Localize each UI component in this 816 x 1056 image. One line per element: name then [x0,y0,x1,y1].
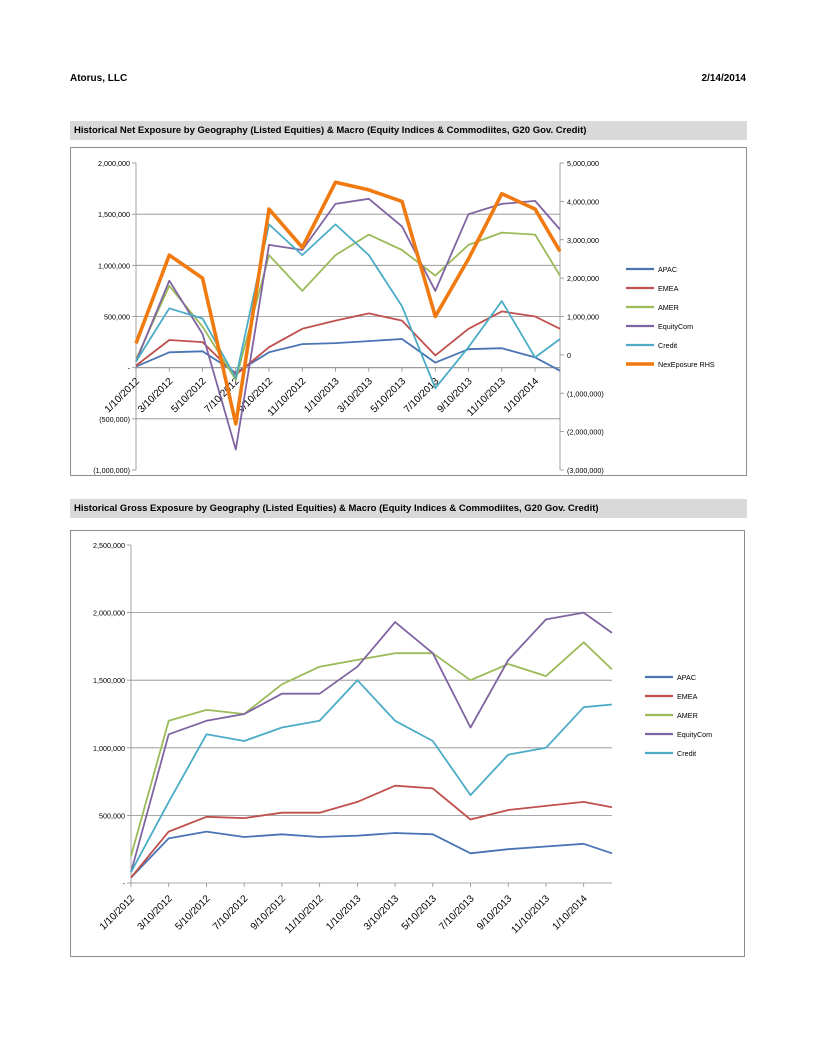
y2-tick-label: (1,000,000) [567,389,604,398]
report-header-date: 2/14/2014 [701,73,747,84]
y-tick-label: (1,000,000) [93,466,130,475]
x-tick-label: 1/10/2012 [103,376,143,416]
series-line-apac [130,830,613,879]
x-tick-label: 5/10/2012 [173,893,213,933]
x-tick-label: 3/10/2012 [136,376,176,416]
legend-label: AMER [658,303,679,312]
legend-label: AMER [677,711,698,720]
y-tick-label: 500,000 [104,313,130,322]
series-line-equitycom [130,611,613,873]
legend-label: EquityCom [658,322,693,331]
x-tick-label: 11/10/2012 [283,893,326,936]
legend-label: Credit [677,749,696,758]
y2-tick-label: 0 [567,351,571,360]
x-tick-label: 1/10/2014 [551,893,591,933]
legend-label: EquityCom [677,730,712,739]
x-tick-label: 1/10/2013 [302,376,342,416]
x-tick-label: 3/10/2013 [362,893,402,933]
y-tick-label: 1,000,000 [93,744,125,753]
net-exposure-chart: 2,000,000 1,500,000 1,000,000 500,000 - (500,… [93,159,715,475]
report-header-company: Atorus, LLC [70,73,128,84]
legend-label: EMEA [677,692,698,701]
y-tick-label: 2,000,000 [93,609,125,618]
series-line-credit [130,679,613,873]
x-tick-label: 3/10/2012 [136,893,176,933]
legend-label: EMEA [658,284,679,293]
y2-tick-label: 3,000,000 [567,236,599,245]
gross-exposure-title: Historical Gross Exposure by Geography (… [70,499,747,518]
y-tick-label: 1,500,000 [93,676,125,685]
x-tick-label: 11/10/2013 [509,893,552,936]
y2-tick-label: 2,000,000 [567,274,599,283]
y2-tick-label: 1,000,000 [567,313,599,322]
series-line-credit [135,223,561,390]
series-line-amer [135,231,561,381]
legend-label: APAC [658,265,677,274]
x-tick-label: 3/10/2013 [336,376,376,416]
legend-label: NexEposure RHS [658,360,715,369]
y-tick-label: 2,000,000 [98,159,130,168]
net-exposure-title: Historical Net Exposure by Geography (Li… [70,121,747,140]
x-tick-label: 5/10/2013 [369,376,409,416]
y2-tick-label: 4,000,000 [567,197,599,206]
y-tick-label: 2,500,000 [93,541,125,550]
x-tick-label: 1/10/2012 [98,893,138,933]
legend-label: Credit [658,341,677,350]
legend-label: APAC [677,673,696,682]
x-tick-label: 5/10/2012 [169,376,209,416]
gross-exposure-chart: 2,500,000 2,000,000 1,500,000 1,000,000 500,… [93,541,712,936]
x-tick-label: 1/10/2014 [502,376,542,416]
x-tick-label: 7/10/2013 [437,893,477,933]
x-tick-label: 9/10/2012 [249,893,289,933]
y-tick-label: 1,500,000 [98,210,130,219]
y-tick-label: 1,000,000 [98,261,130,270]
y2-tick-label: 5,000,000 [567,159,599,168]
net-exposure-chart-frame: 2,000,000 1,500,000 1,000,000 500,000 - (500,… [70,147,747,476]
y2-tick-label: (3,000,000) [567,466,604,475]
y-tick-label: (500,000) [99,415,130,424]
x-tick-label: 9/10/2013 [475,893,515,933]
y-tick-label: - [128,364,131,373]
gross-exposure-chart-frame: 2,500,000 2,000,000 1,500,000 1,000,000 500,… [70,530,745,957]
x-tick-label: 7/10/2013 [402,376,442,416]
x-tick-label: 7/10/2012 [211,893,251,933]
y2-tick-label: (2,000,000) [567,428,604,437]
x-tick-label: 1/10/2013 [324,893,364,933]
series-line-amer [130,641,613,857]
series-line-emea [135,310,561,376]
y-tick-label: 500,000 [99,811,125,820]
y-tick-label: - [123,879,126,888]
series-line-emea [130,784,613,879]
x-tick-label: 5/10/2013 [400,893,440,933]
series-line-nexeposure-rhs [134,180,562,426]
